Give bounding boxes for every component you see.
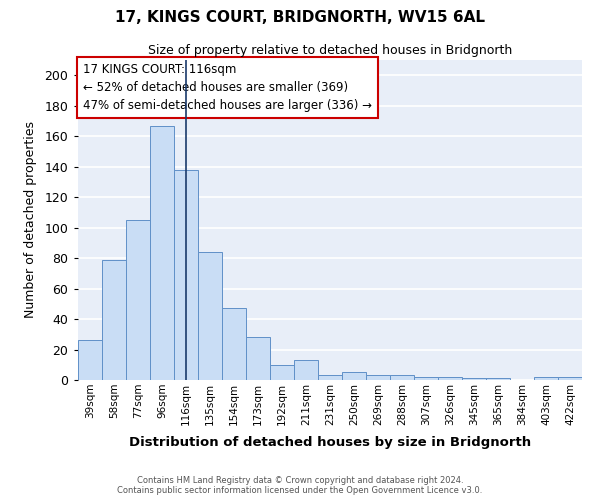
- Bar: [414, 377, 438, 380]
- Bar: [174, 170, 198, 380]
- Bar: [270, 365, 294, 380]
- Bar: [558, 377, 582, 380]
- X-axis label: Distribution of detached houses by size in Bridgnorth: Distribution of detached houses by size …: [129, 436, 531, 449]
- Bar: [438, 377, 462, 380]
- Bar: [318, 376, 342, 380]
- Bar: [462, 378, 486, 380]
- Bar: [294, 360, 318, 380]
- Bar: [390, 376, 414, 380]
- Bar: [102, 260, 126, 380]
- Bar: [126, 220, 150, 380]
- Bar: [246, 338, 270, 380]
- Bar: [78, 340, 102, 380]
- Title: Size of property relative to detached houses in Bridgnorth: Size of property relative to detached ho…: [148, 44, 512, 58]
- Bar: [150, 126, 174, 380]
- Y-axis label: Number of detached properties: Number of detached properties: [25, 122, 37, 318]
- Bar: [486, 378, 510, 380]
- Text: 17 KINGS COURT: 116sqm
← 52% of detached houses are smaller (369)
47% of semi-de: 17 KINGS COURT: 116sqm ← 52% of detached…: [83, 63, 372, 112]
- Text: 17, KINGS COURT, BRIDGNORTH, WV15 6AL: 17, KINGS COURT, BRIDGNORTH, WV15 6AL: [115, 10, 485, 25]
- Text: Contains HM Land Registry data © Crown copyright and database right 2024.
Contai: Contains HM Land Registry data © Crown c…: [118, 476, 482, 495]
- Bar: [198, 252, 222, 380]
- Bar: [366, 376, 390, 380]
- Bar: [534, 377, 558, 380]
- Bar: [342, 372, 366, 380]
- Bar: [222, 308, 246, 380]
